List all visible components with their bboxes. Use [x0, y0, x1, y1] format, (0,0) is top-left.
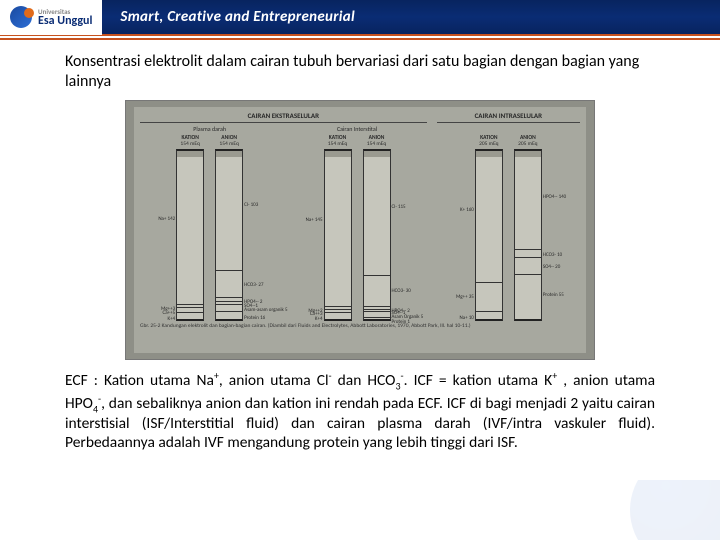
stacked-bar: K+4Ca++3Mg++2Na+ 145: [324, 149, 352, 321]
stacked-bar: Protein 16Asam-asam organik 5SO4--1HPO4-…: [215, 149, 243, 321]
segment-label: Na+ 142: [158, 216, 177, 222]
segment-label: Mg++3: [161, 306, 177, 312]
bar-segment: HPO4-- 2: [364, 306, 390, 309]
segment-label: HPO4-- 140: [541, 194, 566, 200]
bar-segment: Ca++3: [325, 309, 351, 312]
segment-label: Na+ 10: [460, 315, 476, 321]
bar-segment: Protein 55: [515, 274, 541, 319]
bar-segment: SO4--1: [216, 301, 242, 304]
bar-segment: Na+ 10: [476, 311, 502, 319]
bar-segment: K+ 160: [476, 151, 502, 282]
segment-label: Protein 16: [242, 315, 265, 321]
segment-label: K+ 160: [460, 207, 476, 213]
bar-segment: HPO4-- 140: [515, 151, 541, 248]
bar-segment: HCO3- 30: [364, 275, 390, 305]
slide-content: Konsentrasi elektrolit dalam cairan tubu…: [0, 40, 720, 463]
segment-label: SO4-- 20: [541, 264, 560, 270]
segment-label: Na+ 145: [306, 217, 325, 223]
bar-segment: K+4: [177, 312, 203, 319]
diagram-caption: Gbr. 25-2 Kandungan elektrolit dan bagia…: [140, 323, 580, 330]
col-head: KATION205 mEq: [479, 135, 499, 147]
segment-label: HCO3- 10: [541, 252, 562, 258]
segment-label: K+4: [168, 316, 178, 322]
section-ecf: CAIRAN EKSTRASELULAR Plasma darah KATION…: [140, 111, 427, 319]
bar-column: ANION205 mEq Protein 55SO4-- 20HCO3- 10HP…: [510, 135, 546, 321]
stacked-bar: Protein 1Asam Organik 5SO4--1HPO4-- 2HCO…: [363, 149, 391, 321]
header-tagline: Smart, Creative and Entrepreneurial: [120, 8, 355, 26]
plasma-label: Plasma darah: [140, 125, 279, 133]
segment-label: HCO3- 27: [242, 282, 263, 288]
icf-pair: KATION205 mEqNa+ 10Mg++ 35K+ 160ANION205…: [437, 135, 580, 321]
university-logo: Universitas Esa Unggul: [0, 0, 102, 35]
brand-watermark: [560, 480, 720, 540]
col-head: ANION154 mEq: [367, 135, 387, 147]
body-t6: , dan sebaliknya anion dan kation ini re…: [65, 394, 655, 452]
bar-segment: SO4--1: [364, 309, 390, 311]
segment-label: Cl- 115: [390, 204, 406, 210]
watermark-swirl-icon: [630, 480, 720, 540]
bar-segment: Mg++ 35: [476, 282, 502, 311]
icf-label: CAIRAN INTRASELULAR: [437, 111, 580, 123]
bar-segment: Protein 16: [216, 311, 242, 319]
segment-label: Protein 55: [541, 292, 564, 298]
icf-spacer: [437, 125, 580, 133]
body-t4: . ICF = kation utama K: [404, 371, 553, 390]
segment-label: Cl- 103: [242, 202, 258, 208]
bar-segment: Asam Organik 5: [364, 311, 390, 318]
logo-text: Universitas Esa Unggul: [38, 8, 92, 27]
bar-segment: HCO3- 27: [216, 270, 242, 297]
body-t2: , anion utama Cl: [219, 371, 329, 390]
bar-segment: Asam-asam organik 5: [216, 304, 242, 311]
bar-segment: HCO3- 10: [515, 249, 541, 257]
segment-label: HCO3- 30: [390, 288, 411, 294]
logo-swirl-icon: [10, 6, 32, 28]
col-head: ANION154 mEq: [219, 135, 239, 147]
electrolyte-diagram: CAIRAN EKSTRASELULAR Plasma darah KATION…: [125, 100, 595, 360]
col-head: KATION154 mEq: [180, 135, 200, 147]
stacked-bar: K+4Ca++5Mg++3Na+ 142: [176, 149, 204, 321]
bar-segment: HPO4-- 2: [216, 297, 242, 300]
bar-segment: SO4-- 20: [515, 257, 541, 274]
interstitial-label: Cairan Interstital: [287, 125, 426, 133]
bar-segment: Mg++2: [325, 306, 351, 309]
plasma-pair: KATION154 mEqK+4Ca++5Mg++3Na+ 142ANION15…: [140, 135, 279, 321]
segment-label: HPO4-- 2: [242, 299, 262, 305]
bar-segment: Ca++5: [177, 307, 203, 312]
ecf-label: CAIRAN EKSTRASELULAR: [140, 111, 427, 123]
diagram-inner: CAIRAN EKSTRASELULAR Plasma darah KATION…: [134, 107, 586, 353]
header-bar: Universitas Esa Unggul Smart, Creative a…: [0, 0, 720, 36]
stacked-bar: Protein 55SO4-- 20HCO3- 10HPO4-- 140: [514, 149, 542, 321]
body-paragraph: ECF : Kation utama Na+, anion utama Cl- …: [65, 370, 655, 453]
bar-segment: Cl- 115: [364, 151, 390, 275]
interstitial-pair: KATION154 mEqK+4Ca++3Mg++2Na+ 145ANION15…: [287, 135, 426, 321]
bar-column: KATION205 mEq Na+ 10Mg++ 35K+ 160: [471, 135, 507, 321]
segment-label: Mg++2: [308, 308, 324, 314]
bar-segment: Mg++3: [177, 304, 203, 307]
bar-segment: Na+ 142: [177, 151, 203, 304]
bar-column: KATION154 mEq K+4Ca++5Mg++3Na+ 142: [172, 135, 208, 321]
bar-column: ANION154 mEq Protein 16Asam-asam organik …: [211, 135, 247, 321]
col-head: ANION205 mEq: [518, 135, 538, 147]
bar-column: KATION154 mEq K+4Ca++3Mg++2Na+ 145: [320, 135, 356, 321]
logo-name: Esa Unggul: [38, 14, 92, 28]
section-icf: CAIRAN INTRASELULAR KATION205 mEqNa+ 10M…: [437, 111, 580, 319]
body-t1: ECF : Kation utama Na: [65, 371, 214, 390]
segment-label: Mg++ 35: [456, 294, 476, 300]
bar-segment: Cl- 103: [216, 151, 242, 270]
segment-label: HPO4-- 2: [390, 308, 410, 314]
bar-segment: K+4: [325, 312, 351, 319]
bar-segment: Na+ 145: [325, 151, 351, 305]
slide-title: Konsentrasi elektrolit dalam cairan tubu…: [65, 52, 655, 92]
body-t3: dan HCO: [332, 371, 396, 390]
bar-column: ANION154 mEq Protein 1Asam Organik 5SO4--…: [359, 135, 395, 321]
col-head: KATION154 mEq: [328, 135, 348, 147]
diagram-sections: CAIRAN EKSTRASELULAR Plasma darah KATION…: [140, 111, 580, 319]
bar-segment: Protein 1: [364, 317, 390, 319]
stacked-bar: Na+ 10Mg++ 35K+ 160: [475, 149, 503, 321]
